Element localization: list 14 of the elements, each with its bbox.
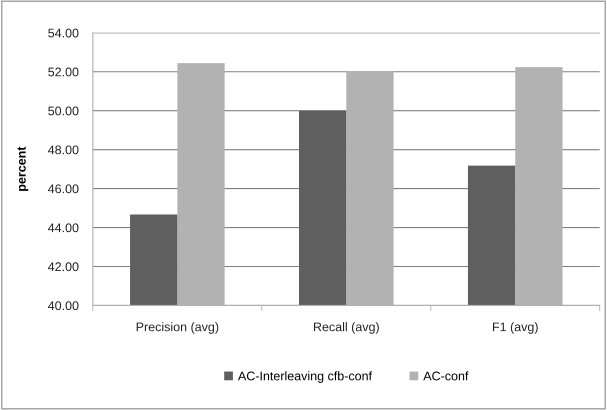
x-tick-label: Recall (avg) [314,322,379,334]
x-tick-label: F1 (avg) [493,322,538,334]
y-tick-label: 54.00 [48,28,78,38]
legend-label: AC-conf [423,371,468,380]
y-tick-label: 50.00 [48,106,78,116]
y-tick-label: 46.00 [48,184,78,194]
y-axis-title: percent [18,146,28,191]
x-tick-label: Precision (avg) [136,322,218,334]
legend-label: AC-Interleaving cfb-conf [238,371,372,383]
y-tick-label: 44.00 [48,223,78,232]
y-tick-label: 42.00 [48,262,78,272]
y-tick-label: 52.00 [48,68,78,76]
y-tick-label: 40.00 [48,301,78,310]
y-tick-label: 48.00 [48,145,78,154]
